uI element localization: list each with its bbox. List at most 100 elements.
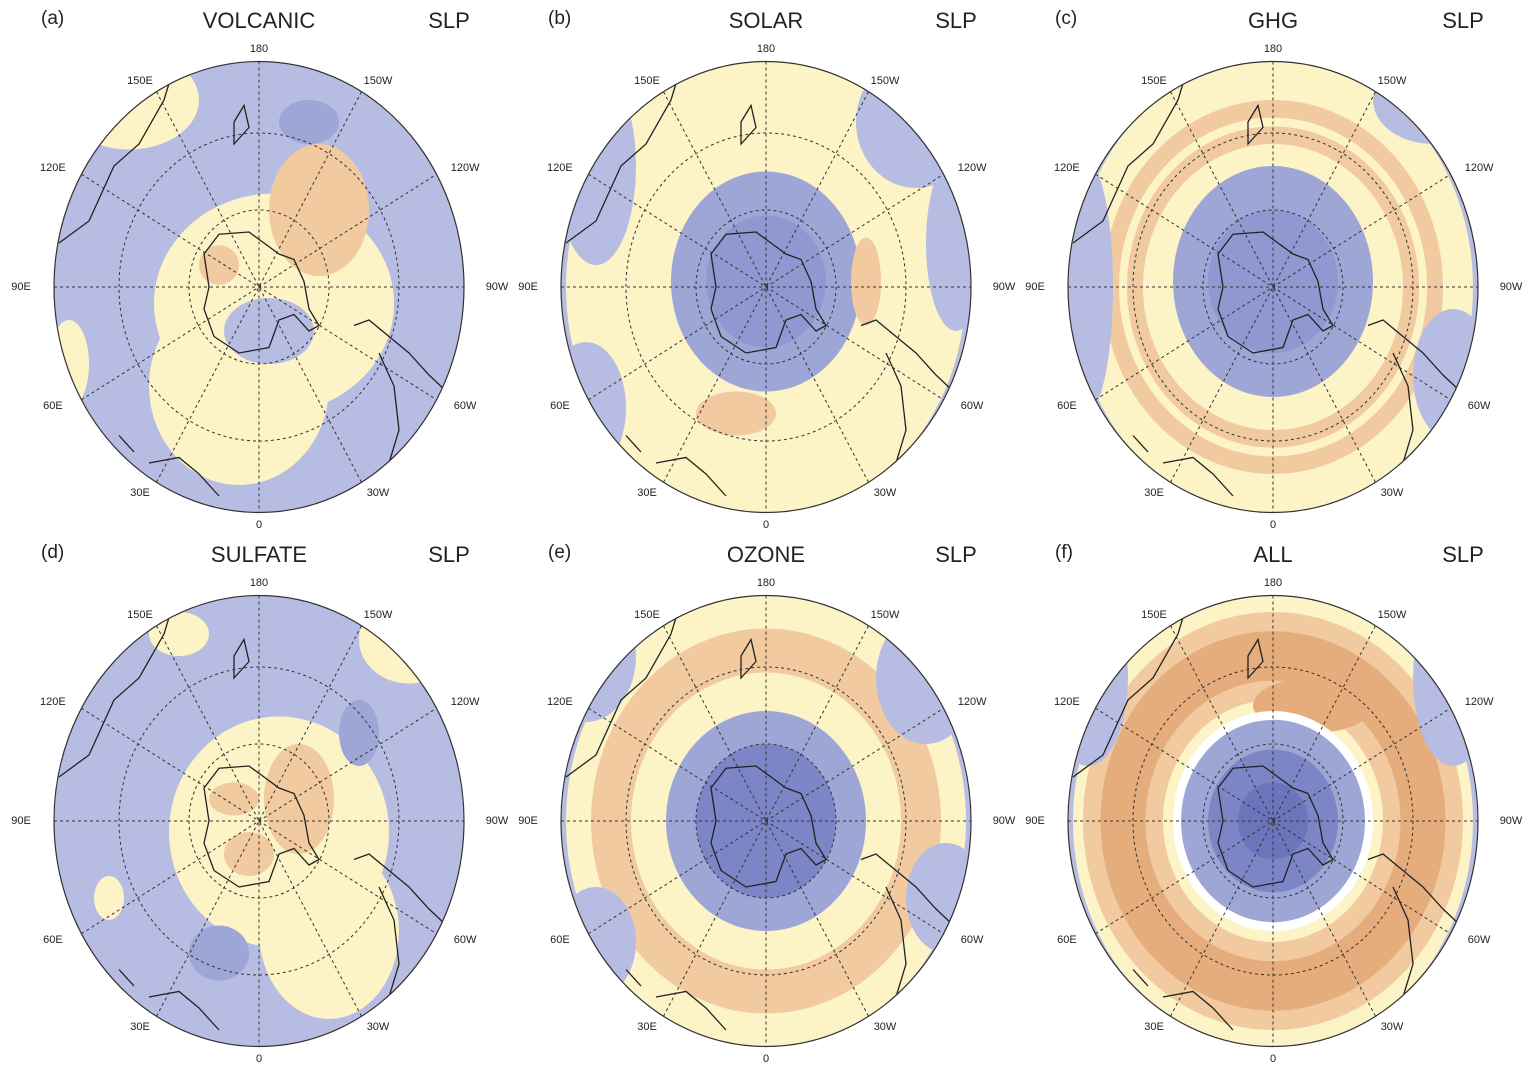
panel-title: GHG (1248, 8, 1298, 33)
longitude-label: 90W (1500, 281, 1523, 293)
longitude-label: 120E (547, 696, 573, 708)
longitude-label: 30W (1381, 1021, 1404, 1033)
longitude-label: 0 (763, 1053, 769, 1065)
longitude-label: 60E (1057, 934, 1077, 946)
field-blob (696, 392, 776, 436)
longitude-label: 120W (958, 162, 987, 174)
field-blob (1413, 590, 1493, 766)
longitude-label: 60W (454, 934, 477, 946)
longitude-label: 120E (547, 162, 573, 174)
longitude-label: 60W (1468, 400, 1491, 412)
longitude-label: 150W (871, 609, 900, 621)
longitude-label: 30W (367, 487, 390, 499)
longitude-label: 90W (486, 815, 509, 827)
longitude-label: 180 (757, 577, 775, 589)
field-blob (199, 245, 239, 285)
panel-variable: SLP (935, 542, 977, 567)
field (1048, 590, 1493, 1052)
panel-variable: SLP (1442, 542, 1484, 567)
panel-title: ALL (1253, 542, 1292, 567)
longitude-label: 0 (1270, 1053, 1276, 1065)
field-blob (224, 298, 314, 364)
longitude-label: 150E (127, 75, 153, 87)
field-blob (49, 320, 89, 408)
panel-title: OZONE (727, 542, 805, 567)
longitude-label: 120E (1054, 696, 1080, 708)
longitude-label: 30W (874, 487, 897, 499)
longitude-label: 60W (1468, 934, 1491, 946)
longitude-label: 90E (1025, 815, 1045, 827)
field-blob (339, 700, 379, 766)
longitude-label: 60E (43, 400, 63, 412)
longitude-label: 180 (757, 43, 775, 55)
panel-variable: SLP (1442, 8, 1484, 33)
longitude-label: 30E (637, 487, 657, 499)
field-blob (264, 744, 334, 854)
field-blob (1373, 56, 1493, 144)
field-blob (94, 876, 124, 920)
field-blob (189, 926, 249, 981)
longitude-label: 150E (634, 609, 660, 621)
longitude-label: 150E (127, 609, 153, 621)
longitude-label: 0 (1270, 519, 1276, 531)
longitude-label: 180 (1264, 43, 1282, 55)
longitude-label: 0 (763, 519, 769, 531)
longitude-label: 150E (634, 75, 660, 87)
field-blob (59, 50, 199, 149)
longitude-label: 90W (486, 281, 509, 293)
longitude-label: 60E (550, 400, 570, 412)
longitude-label: 120E (40, 162, 66, 174)
field-blob (851, 238, 881, 326)
map (536, 590, 986, 1052)
longitude-label: 0 (256, 519, 262, 531)
field-blob (209, 783, 259, 816)
longitude-label: 120W (451, 696, 480, 708)
map-panel: (f) ALL SLP 180 150W 120W 90W 60W 30W 0 30E 60E 90E 1… (1025, 542, 1523, 1065)
longitude-label: 90E (11, 815, 31, 827)
longitude-label: 150W (364, 75, 393, 87)
field-blob (1048, 590, 1128, 766)
longitude-label: 120W (1465, 162, 1494, 174)
longitude-label: 90E (518, 281, 538, 293)
map-panel: (a)VOLCANICSLP180150W120W90W60W30W030E60… (11, 8, 509, 531)
field-blob (149, 612, 209, 656)
longitude-label: 150W (364, 609, 393, 621)
longitude-label: 60W (961, 934, 984, 946)
panel-label: (b) (548, 8, 571, 29)
field-blob (876, 612, 976, 744)
longitude-label: 120W (1465, 696, 1494, 708)
longitude-label: 90E (1025, 281, 1045, 293)
longitude-label: 0 (256, 1053, 262, 1065)
panel-label: (e) (548, 542, 571, 563)
longitude-label: 90W (1500, 815, 1523, 827)
longitude-label: 30E (637, 1021, 657, 1033)
longitude-label: 30W (874, 1021, 897, 1033)
field-blob (926, 155, 986, 331)
longitude-label: 180 (1264, 577, 1282, 589)
longitude-label: 150E (1141, 609, 1167, 621)
longitude-label: 60W (454, 400, 477, 412)
longitude-label: 30E (130, 487, 150, 499)
longitude-label: 180 (250, 577, 268, 589)
panel-title: VOLCANIC (203, 8, 316, 33)
panel-variable: SLP (428, 542, 470, 567)
panel-label: (f) (1055, 542, 1073, 563)
panel-title: SULFATE (211, 542, 307, 567)
longitude-label: 120E (40, 696, 66, 708)
panel-label: (d) (41, 542, 64, 563)
longitude-label: 120W (958, 696, 987, 708)
longitude-label: 150W (1378, 75, 1407, 87)
figure: (a)VOLCANICSLP180150W120W90W60W30W030E60… (0, 0, 1539, 1065)
longitude-label: 150W (1378, 609, 1407, 621)
longitude-label: 150W (871, 75, 900, 87)
longitude-label: 30E (130, 1021, 150, 1033)
panel-variable: SLP (935, 8, 977, 33)
longitude-label: 60E (1057, 400, 1077, 412)
longitude-label: 60W (961, 400, 984, 412)
longitude-label: 120W (451, 162, 480, 174)
map-panel: (c)GHGSLP180150W120W90W60W30W030E60E90E1… (1025, 8, 1523, 531)
longitude-label: 30E (1144, 1021, 1164, 1033)
